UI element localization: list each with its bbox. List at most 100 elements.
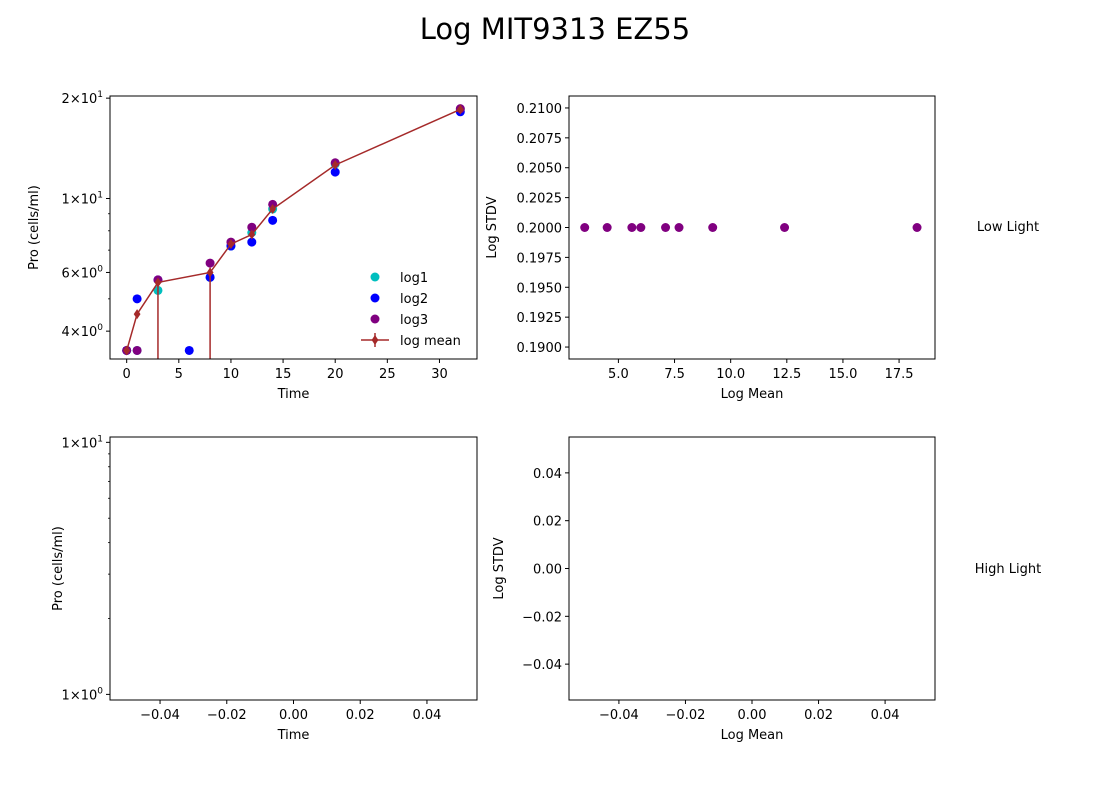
y-tick-label: −0.02 [522,610,562,625]
x-tick-label: 10 [223,367,240,382]
data-point [133,309,141,320]
y-tick-label: 1×100 [62,686,104,703]
y-tick-label: −0.04 [522,658,562,673]
legend-label: log1 [400,271,428,286]
y-tick-label: 6×100 [62,264,104,281]
x-tick-label: 0.00 [738,708,767,723]
data-point [780,223,790,232]
x-tick-label: 15 [275,367,292,382]
data-point [580,223,590,232]
legend-marker [370,293,380,303]
legend-label: log mean [400,334,461,349]
data-point [247,237,257,247]
y-tick-label: 0.2075 [517,132,563,147]
series-4 [123,104,464,359]
y-tick-label: 0.2000 [517,222,563,237]
x-tick-label: 0.04 [412,708,441,723]
data-point [708,223,718,232]
data-point [184,345,194,355]
panel-2: 5.0 7.5 10.0 12.5 15.0 17.5 0.1900 0.1925 0.1950… [485,95,936,402]
y-tick-label: 1×101 [62,191,103,208]
x-tick-label: −0.02 [207,708,247,723]
y-tick-label: 0.1950 [517,281,563,296]
data-point [331,160,339,171]
y-axis-label: Log STDV [492,537,507,599]
y-tick-label: 0.1900 [517,341,563,356]
legend-marker [370,272,380,282]
data-point [123,345,131,356]
data-point [674,223,684,232]
y-axis-label: Log STDV [485,196,500,258]
figure-title: Log MIT9313 EZ55 [420,12,690,46]
y-tick-label: 0.2100 [517,102,563,117]
panel-3: −0.04 −0.02 0.00 0.02 0.04 1×100 1×101 Time Pro … [51,434,478,743]
x-tick-label: 5 [175,367,183,382]
x-tick-label: −0.04 [599,708,639,723]
x-tick-label: 20 [327,367,344,382]
data-point [330,167,340,177]
y-tick-label: 0.1975 [517,251,563,266]
legend-marker [370,314,380,324]
legend-item: log3 [370,313,428,328]
data-point [205,258,215,268]
x-tick-label: −0.02 [666,708,706,723]
series-1 [580,223,922,232]
y-tick-label: 0.2050 [517,162,563,177]
x-tick-label: 25 [379,367,396,382]
y-axis-label: Pro (cells/ml) [27,185,42,270]
x-tick-label: 30 [431,367,448,382]
legend-item: log2 [370,292,428,307]
x-tick-label: 17.5 [885,367,914,382]
row-label-high-light: High Light [975,562,1041,577]
legend-item: log1 [370,271,428,286]
x-tick-label: 15.0 [828,367,857,382]
axes-frame [109,436,478,701]
legend: log1 log2 log3 log mean [361,271,461,349]
x-tick-label: 0.04 [871,708,900,723]
legend-label: log2 [400,292,428,307]
data-point [269,204,277,215]
legend-label: log3 [400,313,428,328]
legend-marker [371,335,379,345]
y-tick-label: 0.00 [533,563,562,578]
x-tick-label: 0.02 [804,708,833,723]
x-tick-label: 0 [123,367,131,382]
y-tick-label: 4×100 [62,323,104,340]
x-tick-label: 7.5 [664,367,685,382]
x-tick-label: 12.5 [772,367,801,382]
panel-1: 0 5 10 15 20 25 30 4×100 6×100 1×101 2×101 Time Pro … [27,90,478,402]
data-point [247,222,257,232]
axes-frame [568,95,936,360]
y-tick-label: 0.1925 [517,311,563,326]
plot-area [580,223,922,232]
y-axis-label: Pro (cells/ml) [51,526,66,611]
x-axis-label: Time [277,728,310,743]
x-axis-label: Log Mean [721,728,784,743]
x-axis-label: Log Mean [721,387,784,402]
y-tick-label: 0.04 [533,467,562,482]
data-point [268,215,278,225]
data-point [248,229,256,240]
x-tick-label: 0.02 [346,708,375,723]
data-point [227,239,235,250]
data-point [627,223,637,232]
x-axis-label: Time [277,387,310,402]
y-tick-label: 1×101 [62,434,103,451]
axes-frame [109,95,478,360]
axes-frame [568,436,936,701]
data-point [602,223,612,232]
data-point [206,267,214,278]
y-tick-label: 0.02 [533,515,562,530]
panel-4: −0.04 −0.02 0.00 0.02 0.04 −0.04 −0.02 0.00 0.02… [492,436,936,743]
x-tick-label: 10.0 [716,367,745,382]
y-tick-label: 2×101 [62,90,103,107]
x-tick-label: −0.04 [140,708,180,723]
x-tick-label: 5.0 [608,367,629,382]
data-point [132,345,142,355]
row-label-low-light: Low Light [977,220,1039,235]
data-point [636,223,646,232]
data-point [132,294,142,304]
data-point [456,104,464,115]
plot-area [122,104,465,359]
